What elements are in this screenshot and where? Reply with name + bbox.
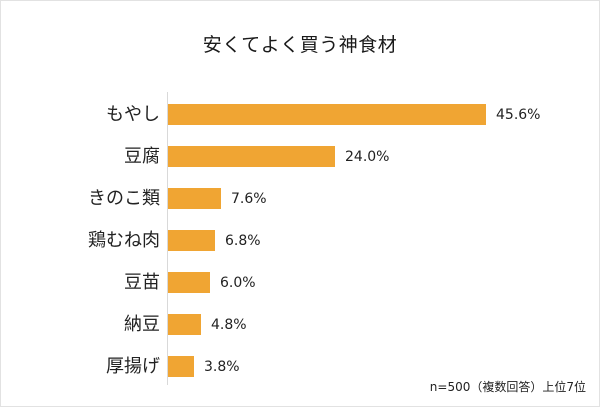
category-label: 豆腐 [124, 146, 160, 167]
bar-row: 豆苗 6.0% [0, 272, 600, 294]
bar [168, 272, 210, 293]
bar [168, 146, 335, 167]
bar [168, 104, 486, 125]
bar-row: きのこ類 7.6% [0, 188, 600, 210]
value-label: 7.6% [231, 191, 267, 207]
value-label: 45.6% [496, 107, 541, 123]
sample-note: n=500（複数回答）上位7位 [429, 380, 586, 394]
value-label: 4.8% [211, 317, 247, 333]
bar-row: 豆腐 24.0% [0, 146, 600, 168]
bar [168, 188, 221, 209]
value-label: 6.0% [220, 275, 256, 291]
category-label: もやし [106, 104, 160, 125]
value-label: 3.8% [204, 359, 240, 375]
bar [168, 314, 201, 335]
category-label: 厚揚げ [106, 356, 160, 377]
category-label: 豆苗 [124, 272, 160, 293]
bar-row: 鶏むね肉 6.8% [0, 230, 600, 252]
value-label: 24.0% [345, 149, 390, 165]
chart-title: 安くてよく買う神食材 [202, 34, 398, 56]
category-label: 納豆 [124, 314, 160, 335]
category-label: きのこ類 [88, 188, 160, 209]
category-label: 鶏むね肉 [88, 230, 160, 251]
bar-row: もやし 45.6% [0, 104, 600, 126]
category-axis-line [167, 92, 168, 385]
bar-row: 納豆 4.8% [0, 314, 600, 336]
bar-row: 厚揚げ 3.8% [0, 356, 600, 378]
bar [168, 356, 194, 377]
bar [168, 230, 215, 251]
value-label: 6.8% [225, 233, 261, 249]
